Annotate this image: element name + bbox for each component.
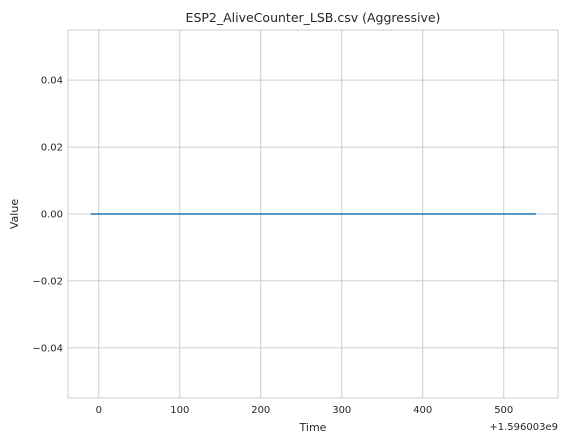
x-tick-label: 400	[413, 405, 432, 416]
x-axis-label: Time	[299, 421, 327, 434]
y-tick-label: −0.02	[32, 276, 63, 287]
y-axis-label: Value	[8, 199, 21, 229]
x-tick-label: 0	[96, 405, 102, 416]
y-tick-label: 0.00	[41, 210, 63, 221]
plot-frame	[67, 29, 559, 399]
x-tick-labels: 0 100 200 300 400 500	[96, 405, 514, 416]
chart-title: ESP2_AliveCounter_LSB.csv (Aggressive)	[186, 10, 441, 25]
x-tick-label: 500	[494, 405, 513, 416]
x-tick-label: 100	[170, 405, 189, 416]
y-tick-label: 0.04	[41, 76, 63, 87]
x-tick-label: 300	[332, 405, 351, 416]
y-tick-label: 0.02	[41, 143, 63, 154]
x-tick-label: 200	[251, 405, 270, 416]
y-tick-label: −0.04	[32, 343, 63, 354]
y-tick-labels: −0.04 −0.02 0.00 0.02 0.04	[32, 76, 63, 355]
x-offset-label: +1.596003e9	[489, 422, 558, 433]
